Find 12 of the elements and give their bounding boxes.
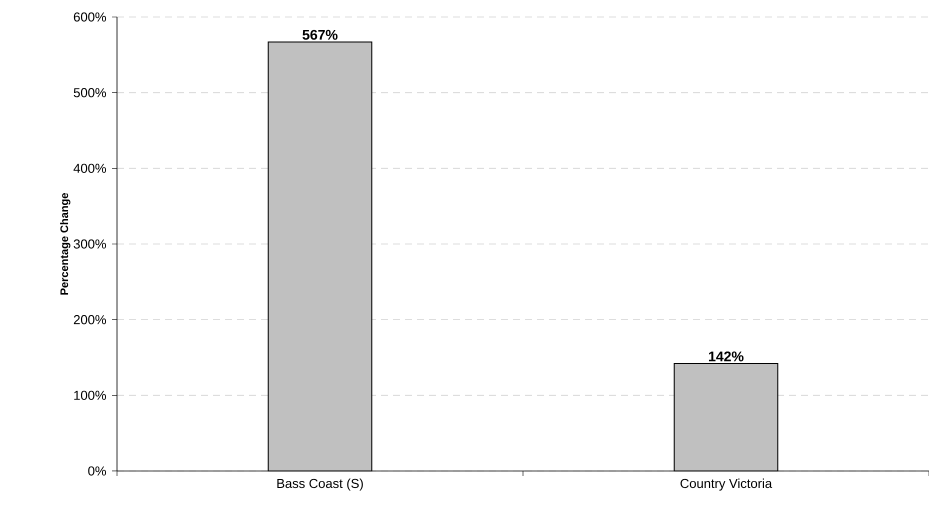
x-tick-label: Country Victoria bbox=[680, 478, 772, 491]
y-tick-label: 200% bbox=[74, 315, 106, 324]
y-tick-label: 100% bbox=[74, 390, 106, 400]
data-label: 567% bbox=[302, 30, 338, 40]
y-tick-label: 400% bbox=[74, 164, 106, 173]
x-tick-label: Bass Coast (S) bbox=[277, 478, 363, 491]
y-tick-label: 500% bbox=[74, 88, 106, 98]
y-tick-label: 0% bbox=[88, 466, 106, 476]
y-axis-title: Percentage Change bbox=[60, 193, 70, 295]
data-label: 142% bbox=[708, 351, 744, 362]
y-tick-label: 600% bbox=[74, 12, 106, 22]
y-tick-label: 300% bbox=[74, 239, 106, 249]
